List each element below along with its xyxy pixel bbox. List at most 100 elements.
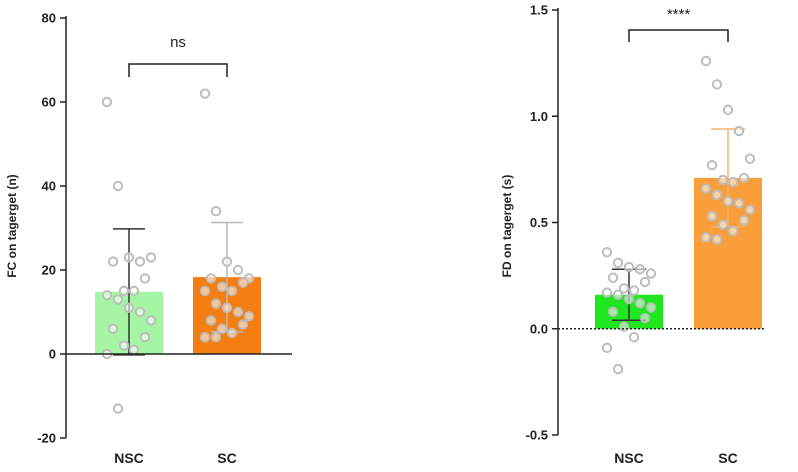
y-axis-label-fc: FC on tagerget (n) [5, 174, 19, 277]
data-point-nsc [118, 285, 130, 297]
data-point-nsc [107, 256, 119, 267]
data-point-sc [232, 306, 244, 318]
data-point-sc [706, 210, 718, 222]
data-point-nsc [601, 247, 613, 258]
data-point-sc [237, 319, 249, 330]
data-point-nsc [623, 293, 635, 305]
data-point-sc [733, 125, 745, 137]
data-point-nsc [634, 264, 646, 275]
y-axis-label-fd: FD on tagerget (s) [500, 175, 514, 278]
data-point-sc [738, 215, 750, 226]
data-point-sc [722, 104, 734, 116]
data-point-nsc [645, 268, 657, 279]
y-tick-label: -20 [37, 431, 56, 446]
data-point-nsc [623, 261, 635, 273]
data-point-sc [243, 311, 255, 322]
data-point-nsc [145, 315, 157, 326]
x-tick-label-sc: SC [718, 450, 737, 466]
y-tick-label: -0.5 [526, 428, 548, 443]
data-point-sc [216, 323, 228, 334]
bracket-line [128, 63, 228, 77]
data-point-nsc [139, 332, 151, 343]
y-tick-label: 0.0 [530, 321, 548, 336]
data-point-nsc [612, 289, 624, 300]
data-point-nsc [134, 306, 146, 318]
data-point-sc [717, 174, 729, 186]
y-tick-label: 1.0 [530, 109, 548, 124]
data-point-nsc [128, 344, 140, 355]
data-point-sc [210, 332, 222, 343]
significance-label: **** [667, 6, 691, 23]
data-point-sc [199, 285, 211, 297]
data-point-sc [744, 204, 756, 215]
data-point-nsc [145, 252, 157, 263]
data-point-nsc [645, 302, 657, 313]
data-point-nsc [112, 294, 124, 305]
data-point-sc [199, 88, 211, 99]
data-point-sc [226, 327, 238, 339]
x-tick-label-nsc: NSC [114, 450, 144, 466]
data-point-sc [221, 256, 233, 267]
data-point-sc [711, 189, 723, 201]
data-point-nsc [618, 321, 630, 332]
data-point-nsc [101, 96, 113, 108]
bracket-line [628, 29, 729, 42]
data-point-sc [700, 55, 712, 67]
significance-label: ns [170, 34, 186, 51]
data-point-nsc [112, 403, 124, 414]
data-point-nsc [601, 342, 613, 354]
data-point-nsc [107, 323, 119, 334]
data-point-nsc [618, 283, 630, 294]
data-point-sc [733, 198, 745, 209]
data-point-nsc [639, 312, 651, 324]
chart-fc: FC on tagerget (n) 80 60 40 20 0 -20 NSC SC ns [5, 11, 292, 466]
data-point-sc [744, 153, 756, 164]
significance-bracket: **** [628, 6, 729, 42]
data-point-sc [205, 315, 217, 326]
data-point-sc [706, 159, 718, 171]
x-tick-label-sc: SC [217, 450, 236, 466]
data-point-sc [727, 225, 739, 237]
data-point-nsc [128, 285, 140, 297]
data-point-sc [722, 196, 734, 207]
y-tick-label: 0.5 [530, 215, 548, 230]
data-point-sc [221, 302, 233, 313]
data-point-nsc [628, 332, 640, 343]
data-point-sc [711, 234, 723, 245]
data-point-nsc [123, 302, 135, 313]
y-tick-label: 20 [42, 263, 56, 278]
data-point-nsc [101, 290, 113, 301]
data-point-sc [210, 298, 222, 309]
data-point-sc [210, 206, 222, 217]
data-point-sc [738, 172, 750, 184]
data-point-sc [226, 285, 238, 297]
y-tick-label: 80 [42, 11, 56, 26]
data-point-nsc [607, 306, 619, 317]
data-point-sc [205, 273, 217, 284]
data-point-sc [727, 176, 739, 188]
data-point-sc [700, 183, 712, 194]
data-point-sc [717, 219, 729, 230]
data-point-sc [216, 281, 228, 292]
data-point-nsc [134, 256, 146, 267]
data-point-nsc [123, 252, 135, 263]
data-point-nsc [607, 272, 619, 283]
x-tick-label-nsc: NSC [614, 450, 644, 466]
data-point-nsc [639, 276, 651, 288]
data-point-sc [237, 277, 249, 288]
data-point-nsc [612, 257, 624, 269]
data-point-sc [199, 332, 211, 343]
data-point-sc [700, 232, 712, 243]
data-point-sc [232, 264, 244, 276]
data-point-nsc [112, 180, 124, 192]
data-point-nsc [601, 287, 613, 298]
data-point-nsc [628, 285, 640, 296]
data-point-nsc [139, 273, 151, 284]
data-point-nsc [634, 298, 646, 309]
y-tick-label: 40 [42, 179, 56, 194]
data-point-sc [711, 79, 723, 90]
y-tick-label: 0 [49, 347, 56, 362]
y-tick-label: 60 [42, 95, 56, 110]
data-point-nsc [612, 363, 624, 375]
